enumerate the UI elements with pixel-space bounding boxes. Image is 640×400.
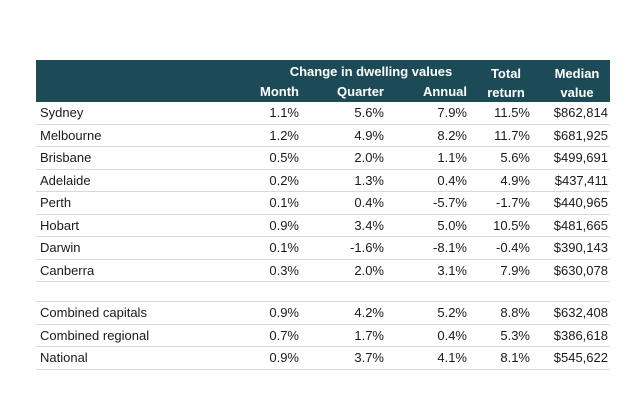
city-rows: Sydney 1.1% 5.6% 7.9% 11.5% $862,814 Melbourne… <box>36 102 610 282</box>
table-header: Change in dwelling values Month Quarter … <box>36 60 610 102</box>
summary-rows: Combined capitals 0.9% 4.2% 5.2% 8.8% $632,40… <box>36 302 610 370</box>
cell-median: $862,814 <box>553 105 608 120</box>
cell-month: 0.2% <box>269 172 299 188</box>
cell-median: $386,618 <box>553 327 608 343</box>
column-header-median-line2: value <box>560 85 594 100</box>
cell-total: 11.7% <box>494 127 530 143</box>
cell-name: Adelaide <box>40 172 91 188</box>
cell-name: Melbourne <box>40 127 102 143</box>
cell-quarter: 4.2% <box>354 305 384 320</box>
table-row: Sydney 1.1% 5.6% 7.9% 11.5% $862,814 <box>36 102 610 125</box>
cell-month: 1.1% <box>269 105 299 120</box>
cell-annual: -8.1% <box>433 240 467 255</box>
dwelling-values-table: Change in dwelling values Month Quarter … <box>36 60 610 370</box>
table-row: Darwin 0.1% -1.6% -8.1% -0.4% $390,143 <box>36 237 610 260</box>
cell-name: National <box>40 350 88 365</box>
cell-name: Sydney <box>40 105 84 120</box>
cell-quarter: 3.7% <box>354 350 384 365</box>
cell-total: 8.8% <box>500 305 530 320</box>
cell-quarter: 5.6% <box>354 105 384 120</box>
cell-name: Combined regional <box>40 327 150 343</box>
column-header-total-line2: return <box>487 85 525 100</box>
table-row: Canberra 0.3% 2.0% 3.1% 7.9% $630,078 <box>36 260 610 282</box>
table-row: Adelaide 0.2% 1.3% 0.4% 4.9% $437,411 <box>36 170 610 192</box>
cell-month: 0.3% <box>269 262 299 278</box>
cell-name: Canberra <box>40 262 95 278</box>
cell-annual: 3.1% <box>437 262 467 278</box>
cell-annual: 0.4% <box>437 327 467 343</box>
cell-median: $499,691 <box>553 150 608 165</box>
column-header-month: Month <box>260 84 299 99</box>
cell-total: -0.4% <box>496 240 530 255</box>
cell-median: $481,665 <box>553 217 608 233</box>
cell-quarter: 4.9% <box>354 127 384 143</box>
column-header-median-line1: Median <box>554 66 600 81</box>
cell-month: 0.9% <box>269 350 299 365</box>
cell-name: Hobart <box>40 217 80 233</box>
cell-annual: 1.1% <box>437 150 467 165</box>
column-header-total-return: Total return <box>482 64 530 102</box>
cell-total: 8.1% <box>500 350 530 365</box>
cell-median: $630,078 <box>553 262 608 278</box>
table-row: Combined regional 0.7% 1.7% 0.4% 5.3% $386,61… <box>36 325 610 347</box>
cell-annual: 7.9% <box>437 105 467 120</box>
cell-median: $440,965 <box>553 195 608 210</box>
spacer-row <box>36 282 610 302</box>
cell-month: 0.1% <box>269 195 299 210</box>
cell-month: 0.9% <box>269 217 299 233</box>
table-row: Hobart 0.9% 3.4% 5.0% 10.5% $481,665 <box>36 215 610 237</box>
cell-total: 7.9% <box>500 262 530 278</box>
cell-median: $632,408 <box>553 305 608 320</box>
cell-month: 0.1% <box>269 240 299 255</box>
cell-month: 0.9% <box>269 305 299 320</box>
table-row: Brisbane 0.5% 2.0% 1.1% 5.6% $499,691 <box>36 147 610 170</box>
cell-name: Perth <box>40 195 72 210</box>
cell-total: 10.5% <box>493 217 530 233</box>
cell-month: 0.5% <box>269 150 299 165</box>
column-header-median-value: Median value <box>546 64 608 102</box>
cell-month: 1.2% <box>269 127 299 143</box>
table-row: Perth 0.1% 0.4% -5.7% -1.7% $440,965 <box>36 192 610 215</box>
cell-quarter: 1.3% <box>354 172 384 188</box>
cell-quarter: 0.4% <box>354 195 384 210</box>
cell-total: -1.7% <box>496 195 530 210</box>
cell-quarter: -1.6% <box>350 240 384 255</box>
cell-median: $545,622 <box>553 350 608 365</box>
column-header-annual: Annual <box>422 84 467 99</box>
cell-name: Darwin <box>40 240 81 255</box>
table-row: National 0.9% 3.7% 4.1% 8.1% $545,622 <box>36 347 610 370</box>
cell-quarter: 3.4% <box>354 217 384 233</box>
cell-annual: 4.1% <box>437 350 467 365</box>
cell-annual: 0.4% <box>437 172 467 188</box>
column-header-quarter: Quarter <box>337 84 384 99</box>
cell-name: Brisbane <box>40 150 92 165</box>
table-row: Melbourne 1.2% 4.9% 8.2% 11.7% $681,925 <box>36 125 610 147</box>
cell-total: 11.5% <box>494 105 530 120</box>
cell-median: $390,143 <box>553 240 608 255</box>
cell-quarter: 2.0% <box>354 262 384 278</box>
cell-annual: 5.2% <box>437 305 467 320</box>
cell-median: $437,411 <box>554 172 608 188</box>
cell-quarter: 2.0% <box>354 150 384 165</box>
cell-total: 5.6% <box>500 150 530 165</box>
cell-median: $681,925 <box>553 127 608 143</box>
cell-total: 4.9% <box>500 172 530 188</box>
cell-annual: -5.7% <box>433 195 467 210</box>
cell-annual: 5.0% <box>437 217 467 233</box>
cell-total: 5.3% <box>500 327 530 343</box>
cell-quarter: 1.7% <box>354 327 384 343</box>
table-row: Combined capitals 0.9% 4.2% 5.2% 8.8% $632,40… <box>36 302 610 325</box>
cell-month: 0.7% <box>269 327 299 343</box>
group-title: Change in dwelling values <box>289 64 453 79</box>
cell-annual: 8.2% <box>437 127 467 143</box>
column-header-total-line1: Total <box>490 66 522 81</box>
cell-name: Combined capitals <box>40 305 147 320</box>
